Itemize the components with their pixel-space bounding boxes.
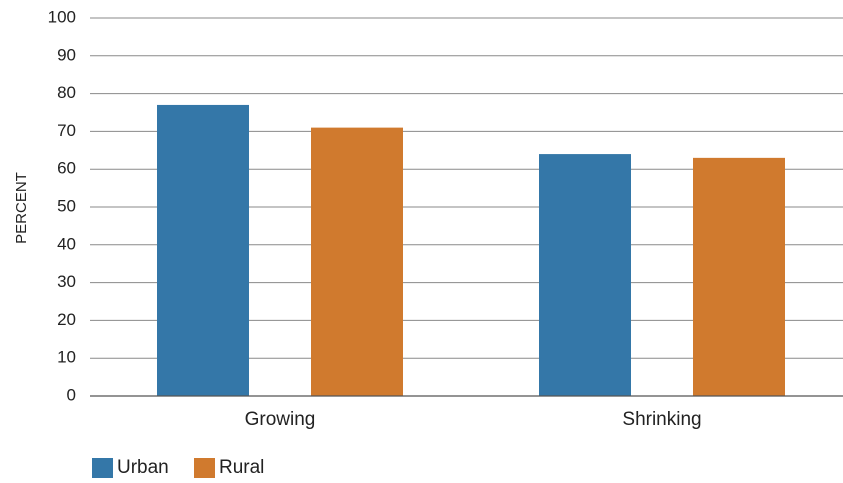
y-tick-label: 50 xyxy=(57,196,76,215)
y-tick-label: 30 xyxy=(57,272,76,291)
y-tick-label: 90 xyxy=(57,45,76,64)
bars xyxy=(157,104,785,397)
legend-swatch-rural xyxy=(194,458,215,479)
y-axis-tick-labels: 0 10 20 30 40 50 60 70 80 90 100 xyxy=(48,7,76,404)
y-tick-label: 100 xyxy=(48,7,76,26)
x-axis-category-labels: Growing Shrinking xyxy=(245,409,702,430)
bar-urban-shrinking xyxy=(539,154,631,396)
bar-urban-growing xyxy=(157,104,249,396)
x-category-label: Growing xyxy=(245,409,316,430)
y-tick-label: 70 xyxy=(57,121,76,140)
legend: Urban Rural xyxy=(92,457,264,479)
x-category-label: Shrinking xyxy=(622,409,701,430)
y-tick-label: 10 xyxy=(57,348,76,367)
y-tick-label: 0 xyxy=(67,385,76,404)
legend-swatch-urban xyxy=(92,458,113,479)
bar-rural-growing xyxy=(311,127,403,397)
y-axis-label: PERCENT xyxy=(13,172,30,244)
y-tick-label: 60 xyxy=(57,159,76,178)
bar-rural-shrinking xyxy=(693,157,785,396)
y-tick-label: 80 xyxy=(57,83,76,102)
y-tick-label: 40 xyxy=(57,234,76,253)
y-tick-label: 20 xyxy=(57,310,76,329)
legend-label-urban: Urban xyxy=(117,457,169,478)
legend-label-rural: Rural xyxy=(219,457,264,478)
